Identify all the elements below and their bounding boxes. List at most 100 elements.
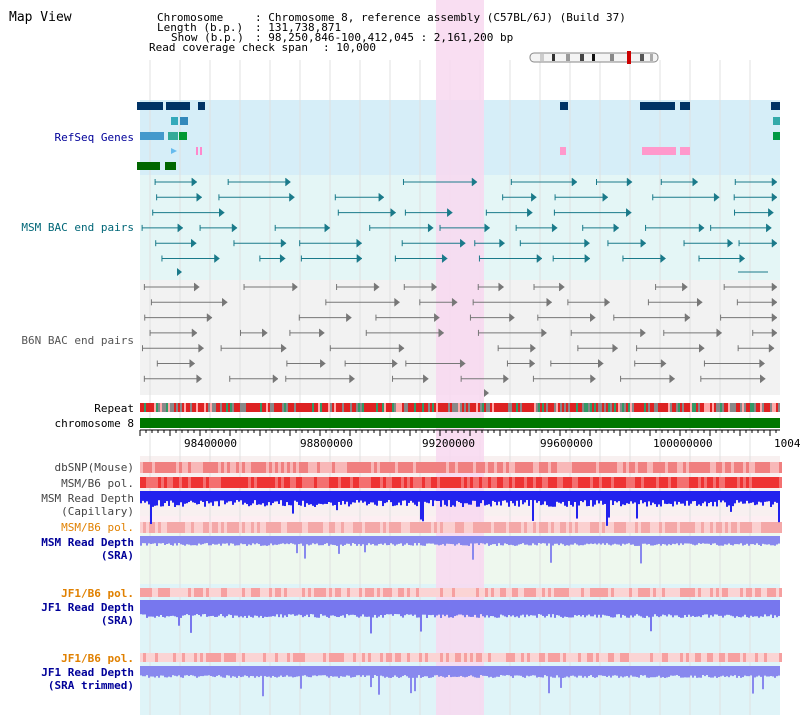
polymorphism-density <box>434 653 437 662</box>
read-depth-bar <box>522 666 524 678</box>
polymorphism-density <box>236 588 239 597</box>
polymorphism-density <box>659 462 662 473</box>
polymorphism-density <box>155 653 158 662</box>
polymorphism-density <box>266 462 269 473</box>
polymorphism-density <box>449 653 452 662</box>
read-depth-bar <box>312 666 314 676</box>
polymorphism-density <box>500 522 503 533</box>
read-depth-bar <box>394 666 396 676</box>
polymorphism-density <box>260 653 263 662</box>
polymorphism-density <box>563 477 566 488</box>
read-depth-bar <box>498 666 500 677</box>
b6n-bac-end-pairs-label[interactable]: B6N BAC end pairs <box>21 334 134 347</box>
polymorphism-density <box>473 522 476 533</box>
read-depth-bar <box>154 491 156 506</box>
read-depth-bar <box>584 666 586 677</box>
read-depth-bar <box>442 600 444 615</box>
read-depth-bar <box>654 536 656 546</box>
read-depth-bar <box>464 666 466 678</box>
read-depth-bar <box>528 491 530 506</box>
read-depth-bar <box>764 666 766 676</box>
read-depth-bar <box>166 600 168 617</box>
repeat-element <box>572 403 574 412</box>
read-depth-bar <box>592 666 594 678</box>
read-depth-bar <box>336 536 338 546</box>
repeat-element <box>546 403 548 412</box>
repeat-element <box>306 403 308 412</box>
polymorphism-density <box>170 588 173 597</box>
read-depth-bar <box>320 666 322 676</box>
polymorphism-density <box>611 653 614 662</box>
read-depth-bar <box>446 536 448 544</box>
read-depth-bar <box>728 666 730 678</box>
refseq-gene-feature <box>642 147 676 155</box>
read-depth-bar <box>242 491 244 505</box>
read-depth-bar <box>610 600 612 618</box>
polymorphism-density <box>176 477 179 488</box>
polymorphism-density <box>380 462 383 473</box>
polymorphism-density <box>386 588 389 597</box>
read-depth-bar <box>760 536 762 546</box>
repeat-element <box>496 403 498 412</box>
polymorphism-density <box>155 462 158 473</box>
polymorphism-density <box>662 522 665 533</box>
refseq-genes-label[interactable]: RefSeq Genes <box>54 131 134 144</box>
repeat-element <box>588 403 590 412</box>
repeat-element <box>232 403 234 412</box>
read-depth-bar <box>356 600 358 617</box>
polymorphism-density <box>545 462 548 473</box>
polymorphism-density <box>269 588 272 597</box>
read-depth-bar <box>454 491 456 507</box>
read-depth-bar <box>342 666 344 677</box>
read-depth-bar <box>488 600 490 618</box>
polymorphism-density <box>740 477 743 488</box>
read-depth-bar <box>208 536 210 546</box>
polymorphism-density <box>671 477 674 488</box>
repeat-element <box>694 403 696 412</box>
chromosome-bar <box>140 418 780 428</box>
read-depth-bar <box>428 536 430 544</box>
read-depth-bar <box>270 600 272 617</box>
polymorphism-density <box>476 522 479 533</box>
b6n-bac-end-pair <box>272 374 279 384</box>
polymorphism-density <box>758 522 761 533</box>
polymorphism-density <box>368 477 371 488</box>
polymorphism-density <box>152 653 155 662</box>
read-depth-bar <box>326 600 328 617</box>
repeat-element <box>348 403 350 412</box>
polymorphism-density <box>236 522 239 533</box>
polymorphism-density <box>755 522 758 533</box>
polymorphism-density <box>386 477 389 488</box>
polymorphism-density <box>515 477 518 488</box>
read-depth-bar <box>466 600 468 615</box>
repeat-element <box>718 403 720 412</box>
polymorphism-density <box>575 653 578 662</box>
polymorphism-density <box>512 588 515 597</box>
read-depth-bar <box>484 491 486 506</box>
read-depth-bar <box>562 666 564 678</box>
read-depth-bar <box>346 666 348 676</box>
read-depth-bar <box>734 491 736 504</box>
polymorphism-density <box>575 462 578 473</box>
polymorphism-density <box>461 462 464 473</box>
polymorphism-density <box>593 588 596 597</box>
polymorphism-density <box>527 653 530 662</box>
repeat-element <box>702 403 704 412</box>
polymorphism-density <box>257 588 260 597</box>
read-depth-bar <box>230 600 232 616</box>
polymorphism-density <box>245 462 248 473</box>
polymorphism-density <box>545 653 548 662</box>
polymorphism-density <box>149 588 152 597</box>
read-depth-bar <box>172 536 174 546</box>
msm-bac-end-pairs-label[interactable]: MSM BAC end pairs <box>21 221 134 234</box>
polymorphism-density <box>446 653 449 662</box>
polymorphism-density <box>641 462 644 473</box>
polymorphism-density <box>647 462 650 473</box>
read-depth-bar <box>636 536 638 546</box>
read-depth-bar <box>698 491 700 505</box>
msm-bac-end-pair <box>766 223 772 233</box>
polymorphism-density <box>314 588 317 597</box>
repeat-element <box>544 403 546 412</box>
repeat-element <box>650 403 652 412</box>
